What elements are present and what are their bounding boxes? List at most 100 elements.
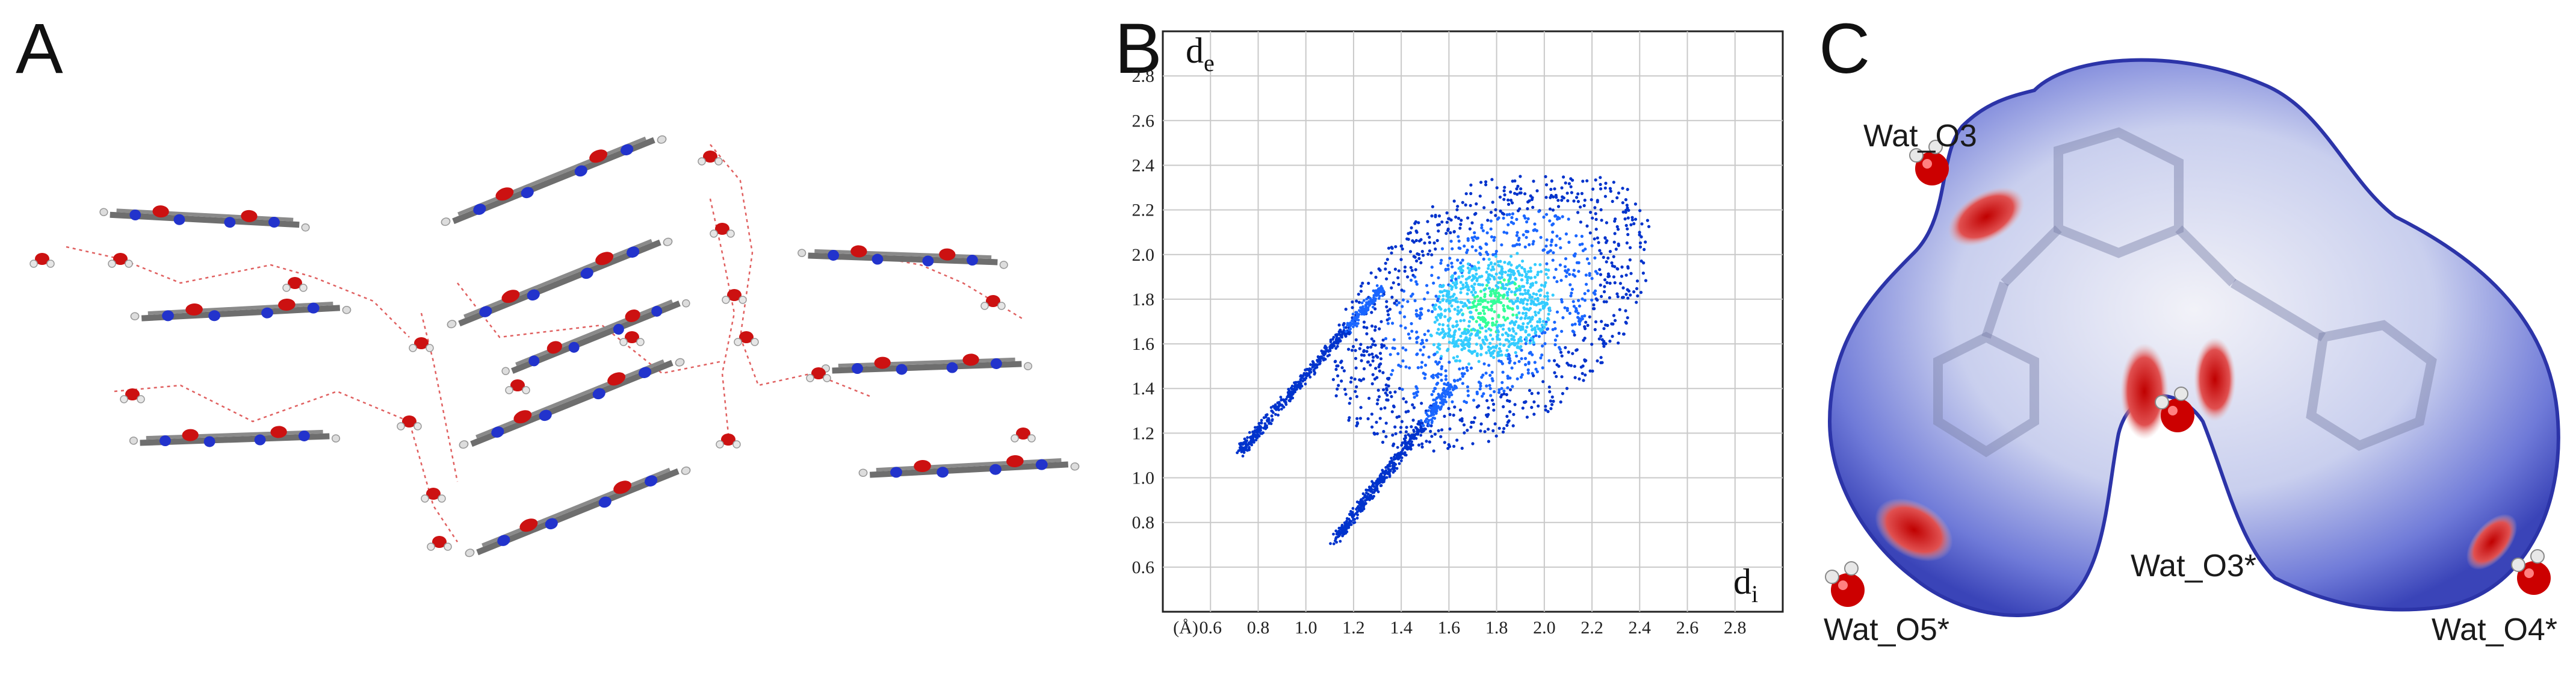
data-point [1551, 208, 1555, 212]
data-point [1485, 250, 1488, 254]
data-point [1482, 206, 1486, 210]
data-point [1473, 231, 1476, 235]
data-point [1623, 217, 1627, 221]
data-point [1426, 252, 1430, 256]
data-point [1244, 443, 1247, 446]
data-point [1415, 426, 1418, 430]
data-point [1410, 269, 1414, 272]
data-point [1248, 448, 1251, 452]
x-tick-label: 1.6 [1438, 618, 1461, 638]
data-point [1433, 320, 1437, 324]
data-point [1348, 513, 1352, 517]
data-point [1426, 291, 1429, 294]
data-point [1516, 209, 1520, 213]
data-point [1478, 336, 1481, 340]
data-point [1544, 408, 1547, 412]
data-point [1508, 356, 1511, 360]
data-point [1463, 431, 1466, 435]
data-point [1524, 291, 1528, 295]
data-point [1354, 366, 1358, 370]
data-point [1524, 275, 1528, 278]
data-point [1529, 269, 1532, 273]
data-point [1456, 258, 1460, 262]
data-point [1573, 254, 1576, 258]
data-point [1545, 238, 1549, 241]
panel-letter-c: C [1819, 9, 1871, 89]
data-point [1354, 349, 1357, 352]
data-point [1401, 298, 1405, 302]
data-point [1431, 420, 1434, 423]
data-point [1375, 402, 1379, 406]
data-point [1395, 415, 1399, 419]
data-point [1469, 350, 1472, 353]
data-point [1343, 521, 1346, 524]
data-point [1345, 520, 1348, 523]
data-point [1526, 299, 1529, 302]
data-point [1575, 196, 1579, 199]
data-point [1309, 363, 1312, 366]
data-point [1524, 329, 1528, 333]
data-point [1430, 393, 1434, 396]
data-point [1425, 338, 1428, 342]
data-point [1547, 312, 1550, 316]
data-point [1450, 279, 1454, 282]
data-point [1359, 406, 1363, 409]
data-point [1553, 359, 1556, 362]
data-point [1594, 212, 1597, 216]
data-point [1598, 268, 1602, 272]
data-point [1447, 406, 1451, 411]
data-point [1492, 346, 1496, 349]
data-point [1482, 309, 1485, 312]
data-point [1426, 420, 1430, 424]
data-point [1457, 276, 1461, 279]
data-point [1379, 474, 1382, 477]
data-point [1561, 392, 1564, 396]
data-point [1594, 270, 1597, 273]
data-point [1458, 311, 1461, 314]
data-point [1411, 273, 1415, 277]
data-point [1408, 438, 1412, 441]
data-point [1401, 247, 1404, 251]
data-point [1370, 480, 1373, 483]
data-point [1574, 309, 1577, 313]
data-point [1393, 347, 1396, 350]
data-point [1362, 367, 1366, 371]
data-point [1641, 272, 1645, 275]
data-point [1491, 302, 1495, 305]
data-point [1435, 331, 1439, 335]
data-point [1398, 462, 1401, 465]
data-point [1603, 186, 1607, 190]
data-point [1378, 352, 1382, 355]
data-point [1400, 244, 1404, 247]
data-point [1385, 471, 1389, 475]
data-point [1515, 217, 1519, 221]
data-point [1347, 347, 1351, 351]
data-point [1564, 275, 1568, 278]
data-point [1620, 275, 1624, 278]
data-point [1487, 281, 1490, 284]
data-point [1544, 323, 1548, 326]
data-point [1487, 349, 1491, 352]
data-point [1409, 445, 1413, 448]
data-point [1516, 231, 1519, 234]
data-point [1621, 187, 1624, 190]
data-point [1416, 366, 1420, 370]
data-point [1505, 283, 1508, 287]
data-point [1565, 309, 1569, 312]
data-point [1432, 410, 1435, 414]
data-point [1344, 307, 1348, 311]
data-point [1500, 272, 1504, 276]
data-point [1532, 229, 1535, 232]
data-point [1506, 316, 1509, 320]
data-point [1487, 440, 1490, 443]
data-point [1617, 242, 1620, 246]
data-point [1549, 187, 1553, 191]
data-point [1500, 381, 1504, 384]
data-point [1509, 255, 1513, 258]
data-point [1511, 424, 1515, 428]
data-point [1355, 417, 1359, 420]
data-point [1386, 318, 1389, 322]
data-point [1491, 201, 1494, 204]
data-point [1251, 430, 1254, 434]
data-point [1515, 316, 1519, 319]
